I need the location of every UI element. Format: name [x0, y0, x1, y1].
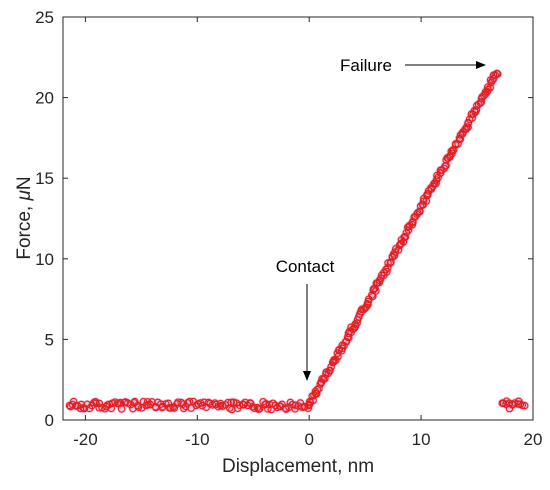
- y-axis-label: Force, μN: [14, 176, 35, 259]
- data-point: [340, 341, 348, 350]
- y-tick-label: 20: [35, 89, 54, 108]
- data-point: [250, 404, 259, 412]
- data-point: [216, 399, 225, 408]
- data-points: [64, 68, 530, 415]
- data-point: [509, 400, 517, 409]
- data-point: [484, 85, 492, 94]
- data-point: [399, 238, 408, 246]
- data-point: [326, 366, 334, 375]
- data-point: [448, 146, 457, 155]
- data-point: [382, 265, 390, 274]
- y-tick-label: 15: [35, 169, 54, 188]
- data-point: [269, 399, 277, 408]
- data-point: [419, 197, 428, 205]
- data-point: [390, 251, 399, 260]
- data-point: [416, 207, 424, 216]
- data-point: [464, 123, 472, 131]
- data-point: [262, 400, 270, 408]
- data-point: [174, 398, 182, 406]
- data-point: [477, 98, 486, 106]
- data-point: [227, 398, 235, 407]
- y-tick-label: 10: [35, 250, 54, 269]
- data-point: [387, 258, 395, 266]
- y-tick-label: 25: [35, 8, 54, 27]
- data-point: [486, 83, 494, 92]
- contact-annotation: Contact: [276, 257, 335, 381]
- data-point: [180, 404, 188, 413]
- data-point: [264, 405, 272, 413]
- data-point: [516, 400, 525, 408]
- failure-label: Failure: [340, 56, 392, 75]
- y-tick-label: 0: [45, 411, 54, 430]
- data-point: [117, 405, 126, 413]
- data-point: [411, 212, 420, 221]
- data-point: [69, 397, 78, 406]
- data-point: [309, 396, 317, 405]
- x-tick-label: -20: [73, 430, 98, 449]
- data-point: [397, 239, 405, 248]
- x-tick-label: 20: [524, 430, 543, 449]
- y-tick-label: 5: [45, 330, 54, 349]
- x-tick-label: -10: [185, 430, 210, 449]
- data-point: [446, 151, 455, 159]
- data-point: [454, 140, 462, 148]
- data-point: [255, 404, 264, 413]
- data-point: [493, 70, 502, 78]
- data-point: [401, 232, 409, 241]
- data-point: [359, 305, 368, 314]
- data-point: [511, 399, 519, 407]
- data-point: [423, 191, 431, 199]
- data-point: [134, 403, 143, 411]
- x-tick-label: 0: [304, 430, 313, 449]
- axis-ticks: -20 -10 0 10 20 0 5 10 15 20 25: [35, 8, 542, 449]
- plot-frame: [62, 16, 534, 421]
- data-point: [464, 118, 473, 127]
- contact-label: Contact: [276, 257, 335, 276]
- data-point: [107, 404, 115, 413]
- data-point: [468, 114, 476, 122]
- data-point: [342, 337, 351, 346]
- x-axis-label: Displacement, nm: [222, 456, 374, 477]
- x-tick-label: 10: [412, 430, 431, 449]
- data-point: [281, 404, 290, 412]
- data-point: [76, 404, 85, 413]
- data-point: [520, 401, 529, 410]
- data-point: [434, 173, 442, 182]
- data-point: [296, 399, 305, 407]
- failure-annotation: Failure: [340, 56, 486, 75]
- data-point: [442, 161, 450, 170]
